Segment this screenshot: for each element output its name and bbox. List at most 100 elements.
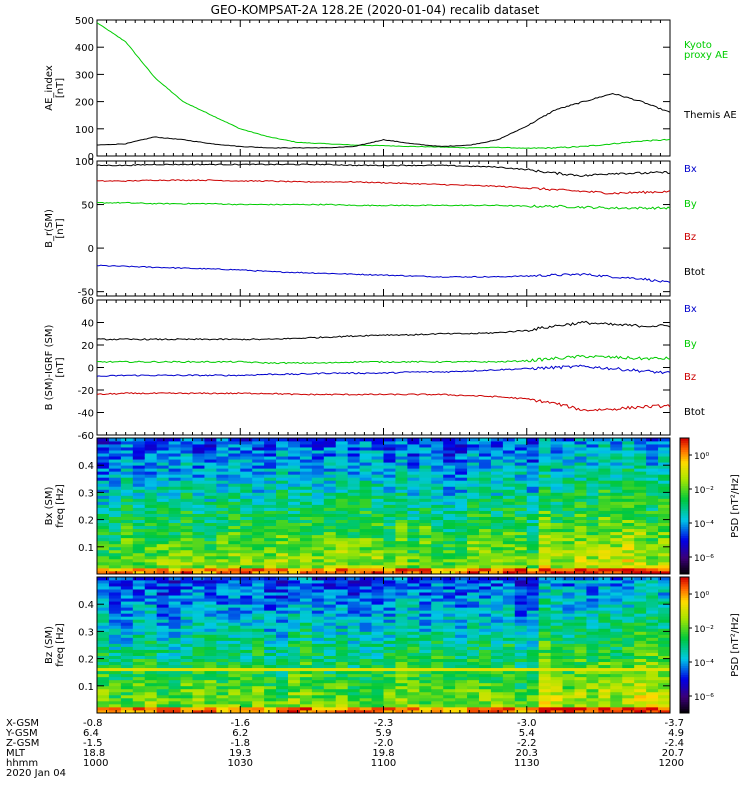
heat-cell	[252, 577, 265, 581]
heat-cell	[108, 447, 122, 451]
heat-cell	[455, 607, 468, 611]
colorbar-segment	[680, 567, 689, 570]
heat-cell	[467, 652, 480, 656]
heat-cell	[192, 531, 205, 536]
heat-cell	[323, 504, 337, 508]
heat-cell	[216, 474, 229, 478]
heat-cell	[467, 450, 480, 454]
heat-cell	[598, 679, 611, 684]
y-tick-label: 0.4	[78, 461, 94, 472]
heat-cell	[156, 646, 170, 650]
heat-cell	[192, 637, 205, 641]
heat-cell	[144, 555, 158, 560]
heat-cell	[419, 577, 432, 581]
heat-cell	[598, 691, 611, 696]
heat-cell	[586, 459, 599, 463]
heat-cell	[526, 567, 540, 572]
heat-cell	[586, 453, 599, 457]
heat-cell	[240, 501, 253, 505]
heat-cell	[180, 477, 193, 481]
heat-cell	[252, 492, 265, 496]
heat-cell	[276, 640, 289, 644]
heat-cell	[574, 616, 587, 620]
heat-cell	[335, 558, 349, 563]
heat-cell	[502, 598, 516, 602]
heat-cell	[97, 706, 110, 711]
heat-cell	[443, 444, 456, 448]
heat-cell	[252, 622, 265, 626]
heat-cell	[335, 498, 349, 502]
heat-cell	[431, 438, 444, 442]
heat-cell	[168, 555, 181, 560]
heat-cell	[514, 444, 528, 448]
heat-cell	[240, 462, 253, 466]
heat-cell	[132, 658, 146, 663]
colorbar-segment	[680, 526, 689, 530]
heat-cell	[323, 531, 337, 536]
heat-cell	[108, 453, 122, 457]
heat-cell	[490, 513, 504, 517]
heat-cell	[144, 498, 158, 502]
heat-cell	[132, 682, 146, 687]
heat-cell	[419, 534, 432, 539]
heat-cell	[502, 465, 516, 469]
heat-cell	[550, 510, 563, 514]
heat-cell	[335, 534, 349, 539]
heat-cell	[562, 528, 575, 533]
heat-cell	[132, 667, 146, 672]
heat-cell	[228, 583, 241, 587]
heat-cell	[335, 631, 349, 635]
heat-cell	[299, 441, 313, 445]
heat-cell	[502, 495, 516, 499]
heat-cell	[514, 697, 528, 702]
heat-cell	[622, 583, 635, 587]
heat-cell	[97, 465, 110, 469]
heat-cell	[383, 634, 396, 638]
heat-cell	[622, 474, 635, 478]
heat-cell	[347, 709, 361, 714]
heat-cell	[479, 691, 492, 696]
heat-cell	[359, 628, 372, 632]
heat-cell	[299, 492, 313, 496]
heat-cell	[383, 700, 396, 705]
heat-cell	[443, 631, 456, 635]
heat-cell	[335, 516, 349, 520]
heat-cell	[550, 519, 563, 524]
heat-cell	[646, 444, 659, 448]
heat-cell	[311, 694, 325, 699]
heat-cell	[371, 495, 384, 499]
heat-cell	[371, 453, 384, 457]
heat-cell	[598, 528, 611, 533]
heat-cell	[264, 537, 277, 542]
heat-cell	[634, 700, 647, 705]
heat-cell	[514, 531, 528, 536]
heat-cell	[359, 447, 372, 451]
heat-cell	[622, 637, 635, 641]
heat-cell	[168, 625, 181, 629]
heat-cell	[371, 456, 384, 460]
heat-cell	[228, 462, 241, 466]
heat-cell	[407, 667, 420, 672]
heat-cell	[490, 519, 504, 524]
heat-cell	[490, 459, 504, 463]
heat-cell	[311, 552, 325, 557]
heat-cell	[323, 652, 337, 656]
heat-cell	[144, 537, 158, 542]
heat-cell	[395, 658, 408, 663]
heat-cell	[323, 486, 337, 490]
heat-cell	[407, 679, 420, 684]
heat-cell	[502, 480, 516, 484]
heat-cell	[240, 567, 253, 572]
heat-cell	[240, 477, 253, 481]
heat-cell	[634, 664, 647, 669]
heat-cell	[610, 531, 623, 536]
heat-cell	[586, 706, 599, 711]
heat-cell	[335, 450, 349, 454]
heat-cell	[192, 558, 205, 563]
heat-cell	[323, 480, 337, 484]
heat-cell	[108, 580, 122, 584]
heat-cell	[562, 534, 575, 539]
heat-cell	[311, 468, 325, 472]
heat-cell	[228, 468, 241, 472]
heat-cell	[490, 619, 504, 623]
